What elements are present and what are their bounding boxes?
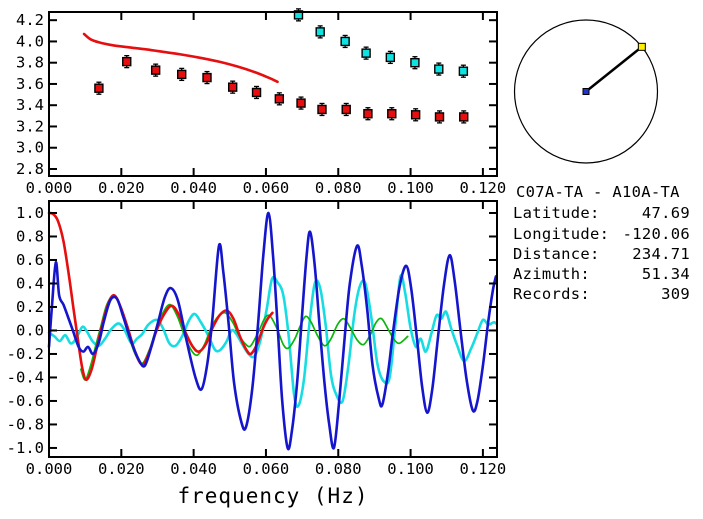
group-velocity-measurements-marker[interactable]: [387, 109, 397, 119]
cross-spectrum-plot-waveform-cyan-curve: [47, 273, 498, 409]
x-tick-label: 0.040: [170, 179, 217, 197]
group-velocity-measurements-marker[interactable]: [94, 83, 104, 93]
x-tick-label: 0.040: [170, 460, 217, 478]
dispersion-plot-frame[interactable]: [48, 11, 498, 177]
y-tick-label: 2.8: [16, 160, 44, 178]
x-tick-label: 0.000: [26, 460, 73, 478]
phase-velocity-measurements-marker[interactable]: [385, 52, 396, 63]
group-velocity-measurements-marker[interactable]: [251, 87, 262, 98]
group-velocity-measurements-marker[interactable]: [227, 82, 238, 92]
group-velocity-measurements-marker[interactable]: [341, 104, 351, 115]
azimuth-label: Azimuth:: [513, 265, 591, 284]
phase-velocity-measurements-marker[interactable]: [458, 66, 469, 76]
phase-velocity-measurements-marker[interactable]: [434, 64, 444, 74]
station2-marker: [637, 42, 646, 51]
records-label: Records:: [513, 285, 591, 304]
group-velocity-measurements-marker[interactable]: [122, 56, 132, 67]
x-tick-label: 0.060: [243, 460, 290, 478]
y-tick-label: -1.0: [7, 439, 44, 457]
y-tick-label: 0.6: [16, 251, 44, 269]
latitude-label: Latitude:: [513, 204, 600, 223]
cross-spectrum-plot-frame[interactable]: [48, 200, 498, 458]
y-tick-label: 4.2: [16, 11, 44, 29]
phase-velocity-measurements-marker[interactable]: [340, 36, 350, 47]
x-tick-label: 0.060: [243, 179, 290, 197]
info-row-distance: Distance: 234.71: [513, 244, 690, 264]
y-tick-label: -0.4: [7, 368, 44, 386]
y-tick-label: 0.2: [16, 298, 44, 316]
phase-velocity-measurements-marker[interactable]: [410, 57, 420, 68]
info-row-latitude: Latitude: 47.69: [513, 203, 690, 223]
distance-value: 234.71: [632, 244, 690, 263]
group-velocity-measurements-marker[interactable]: [459, 112, 469, 122]
latitude-value: 47.69: [641, 204, 690, 223]
y-tick-label: 3.4: [16, 96, 44, 114]
phase-velocity-measurements-marker[interactable]: [293, 10, 304, 20]
station-info-panel: C07A-TA - A10A-TA Latitude: 47.69 Longit…: [513, 182, 690, 305]
info-row-azimuth: Azimuth: 51.34: [513, 264, 690, 284]
info-row-records: Records: 309: [513, 284, 690, 304]
y-tick-label: 0.4: [16, 274, 44, 292]
x-tick-label: 0.080: [315, 460, 362, 478]
group-velocity-measurements-marker[interactable]: [296, 98, 306, 108]
phase-velocity-measurements-marker[interactable]: [315, 27, 325, 37]
dispersion-plot-model-dispersion-curve-curve: [82, 32, 279, 84]
y-tick-label: 3.8: [16, 54, 44, 72]
y-tick-label: -0.2: [7, 345, 44, 363]
group-velocity-measurements-marker[interactable]: [363, 109, 373, 119]
azimuth-value: 51.34: [641, 265, 690, 284]
phase-velocity-measurements-marker[interactable]: [361, 48, 371, 58]
y-tick-label: -0.8: [7, 415, 44, 433]
y-tick-label: 1.0: [16, 204, 44, 222]
x-tick-label: 0.100: [387, 179, 434, 197]
station-pair-title: C07A-TA - A10A-TA: [516, 183, 680, 201]
y-tick-label: 4.0: [16, 32, 44, 50]
x-tick-label: 0.000: [26, 179, 73, 197]
x-tick-label: 0.120: [460, 460, 507, 478]
cross-spectrum-plot-waveform-blue-curve: [47, 211, 498, 451]
x-tick-label: 0.080: [315, 179, 362, 197]
y-tick-label: 3.0: [16, 139, 44, 157]
group-velocity-measurements-marker[interactable]: [274, 94, 285, 104]
group-velocity-measurements-marker[interactable]: [317, 104, 327, 115]
x-tick-label: 0.120: [460, 179, 507, 197]
x-tick-label: 0.020: [98, 179, 145, 197]
y-tick-label: 0.8: [16, 227, 44, 245]
longitude-label: Longitude:: [513, 224, 610, 243]
group-velocity-measurements-marker[interactable]: [150, 65, 161, 75]
group-velocity-measurements-marker[interactable]: [434, 112, 445, 122]
distance-label: Distance:: [513, 244, 600, 263]
y-tick-label: 0.0: [16, 321, 44, 339]
y-tick-label: 3.2: [16, 117, 44, 135]
info-row-longitude: Longitude: -120.06: [513, 224, 690, 244]
station-path-line: [585, 45, 643, 93]
x-axis-title: frequency (Hz): [177, 484, 369, 508]
x-tick-label: 0.100: [387, 460, 434, 478]
group-velocity-measurements-marker[interactable]: [177, 69, 187, 80]
longitude-value: -120.06: [622, 224, 690, 243]
y-tick-label: -0.6: [7, 392, 44, 410]
records-value: 309: [661, 285, 690, 304]
cross-spectrum-plot-waveform-red-curve: [47, 211, 274, 382]
group-velocity-measurements-marker[interactable]: [410, 110, 421, 120]
group-velocity-measurements-marker[interactable]: [202, 72, 212, 83]
y-tick-label: 3.6: [16, 75, 44, 93]
azimuth-circle: [513, 19, 659, 164]
station1-marker: [582, 88, 590, 95]
x-tick-label: 0.020: [98, 460, 145, 478]
